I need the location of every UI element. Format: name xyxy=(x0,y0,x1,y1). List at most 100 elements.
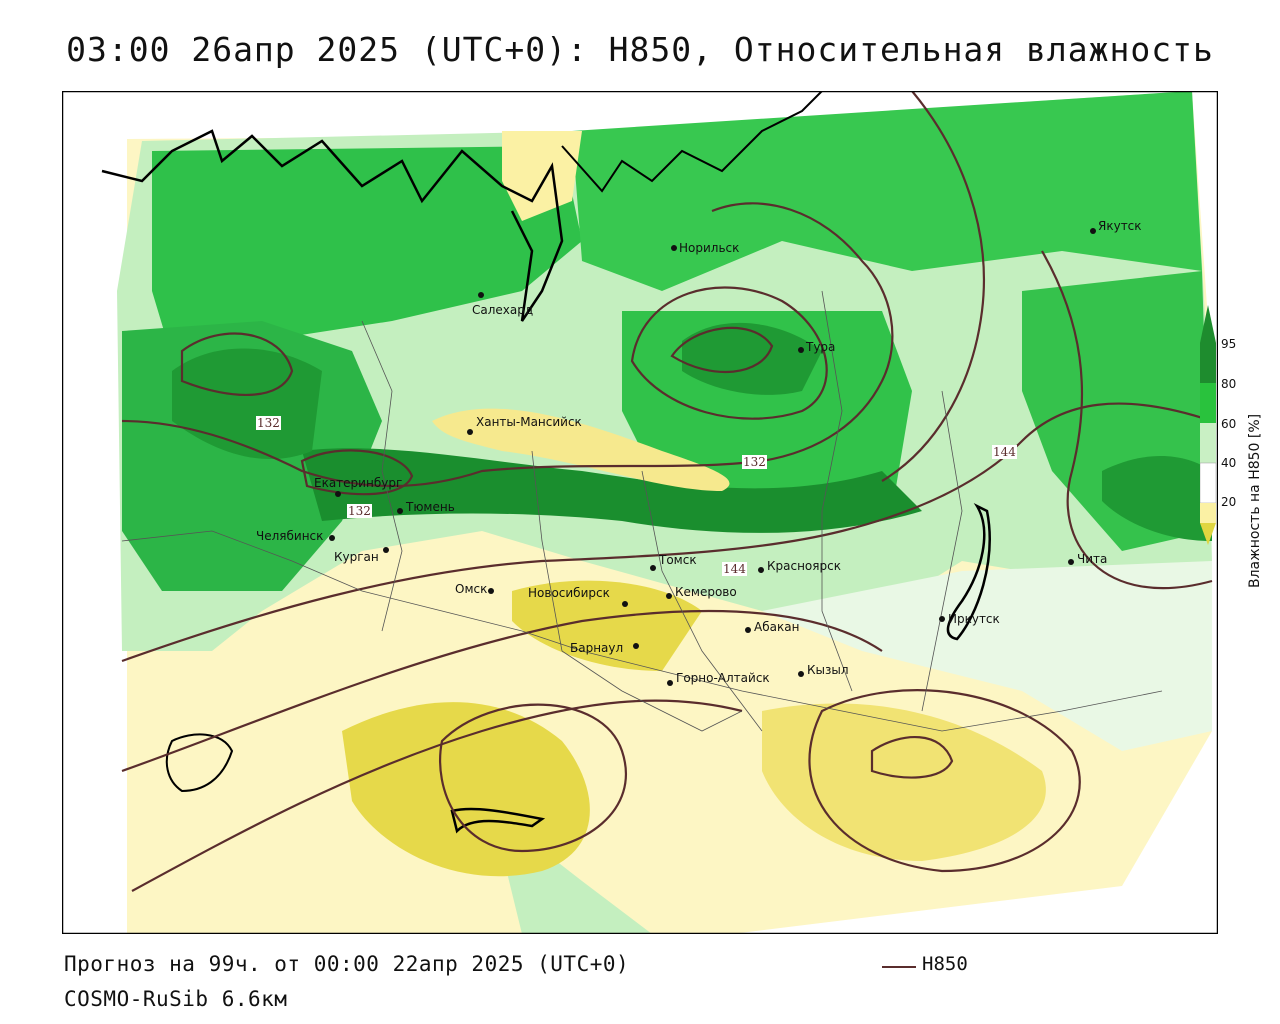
city-krasnoyarsk: Красноярск xyxy=(767,559,841,573)
city-dot-kyzyl xyxy=(798,671,804,677)
contour-arctic xyxy=(881,91,986,482)
light-green-south xyxy=(492,811,652,934)
colorbar-95 xyxy=(1200,343,1216,383)
colorbar-title: Влажность на H850 [%] xyxy=(1247,413,1263,588)
city-dot-chelyabinsk xyxy=(329,535,335,541)
city-dot-krasnoyarsk xyxy=(758,567,764,573)
border-2 xyxy=(361,320,403,632)
city-tura: Тура xyxy=(806,340,836,354)
contour-label-144-east: 144 xyxy=(992,445,1017,459)
dry-area-novosibirsk xyxy=(512,580,702,671)
city-salekhard: Салехард xyxy=(472,303,534,317)
contour-label-132-west: 132 xyxy=(256,416,281,430)
city-dot-chita xyxy=(1068,559,1074,565)
contour-label-144-center: 144 xyxy=(722,562,747,576)
city-dot-yakutsk xyxy=(1090,228,1096,234)
city-chelyabinsk: Челябинск xyxy=(256,529,324,543)
legend-h850-label: H850 xyxy=(922,953,968,975)
contour-tura-outer xyxy=(630,286,828,420)
contour-south-loop xyxy=(439,703,628,853)
city-norilsk: Норильск xyxy=(679,241,740,255)
contour-south-2 xyxy=(131,699,743,892)
coastline-taymyr xyxy=(561,91,823,193)
legend-contour-line xyxy=(882,966,916,968)
city-dot-kemerovo xyxy=(666,593,672,599)
border-3 xyxy=(531,450,563,652)
city-dot-tura xyxy=(798,347,804,353)
coastline-arctic xyxy=(101,129,564,322)
city-chita: Чита xyxy=(1077,552,1108,566)
colorbar-top-arrow xyxy=(1200,305,1216,343)
coastline-balkhash xyxy=(450,807,546,834)
dark-green-band xyxy=(302,448,922,533)
map-title: 03:00 26апр 2025 (UTC+0): H850, Относите… xyxy=(66,30,1214,69)
city-dot-gorno xyxy=(667,680,673,686)
colorbar-tick-80: 80 xyxy=(1221,377,1237,391)
city-dot-khanty xyxy=(467,429,473,435)
city-tyumen: Тюмень xyxy=(406,500,455,514)
city-omsk: Омск xyxy=(455,582,488,596)
city-kyzyl: Кызыл xyxy=(807,663,849,677)
forecast-info: Прогноз на 99ч. от 00:00 22апр 2025 (UTC… xyxy=(64,952,630,976)
colorbar-tick-60: 60 xyxy=(1221,417,1237,431)
city-kurgan: Курган xyxy=(334,550,379,564)
green-region-arctic xyxy=(572,91,1202,291)
colorbar-60 xyxy=(1200,423,1216,463)
contour-label-132-east: 132 xyxy=(742,455,767,469)
city-khanty: Ханты-Мансийск xyxy=(476,415,582,429)
contour-inner-tura xyxy=(670,326,774,374)
contour-south-1 xyxy=(121,609,883,773)
city-dot-omsk xyxy=(488,588,494,594)
city-tomsk: Томск xyxy=(659,553,697,567)
dry-area-south xyxy=(342,702,590,877)
humidity-colorbar xyxy=(1200,305,1216,545)
border-4 xyxy=(641,470,763,732)
city-ekaterinburg: Екатеринбург xyxy=(314,476,403,490)
map-frame xyxy=(62,91,1218,934)
city-irkutsk: Иркутск xyxy=(948,612,1000,626)
city-dot-kurgan xyxy=(383,547,389,553)
colorbar-20 xyxy=(1200,503,1216,523)
city-yakutsk: Якутск xyxy=(1098,219,1142,233)
city-dot-norilsk xyxy=(671,245,677,251)
model-name: COSMO-RuSib 6.6км xyxy=(64,987,288,1011)
contour-mongolia xyxy=(808,689,1081,873)
contour-132-main xyxy=(121,202,894,488)
city-dot-salekhard xyxy=(478,292,484,298)
city-gorno: Горно-Алтайск xyxy=(676,671,770,685)
border-7 xyxy=(561,650,743,732)
border-1 xyxy=(121,530,1163,732)
city-kemerovo: Кемерово xyxy=(675,585,737,599)
dark-green-west xyxy=(172,348,322,460)
colorbar-40 xyxy=(1200,462,1216,504)
contour-132-west xyxy=(180,332,294,396)
humidity-map xyxy=(62,91,1218,934)
city-dot-ekaterinburg xyxy=(335,491,341,497)
city-dot-barnaul xyxy=(633,643,639,649)
dry-area-arctic xyxy=(502,131,582,221)
city-dot-novosibirsk xyxy=(622,601,628,607)
city-dot-abakan xyxy=(745,627,751,633)
city-novosibirsk: Новосибирск xyxy=(528,586,610,600)
border-6 xyxy=(921,390,963,712)
colorbar-tick-40: 40 xyxy=(1221,456,1237,470)
colorbar-tick-20: 20 xyxy=(1221,495,1237,509)
city-dot-tyumen xyxy=(397,508,403,514)
regional-borders xyxy=(121,290,1163,732)
contour-label-132-ekb: 132 xyxy=(347,504,372,518)
coastline-black-sea xyxy=(165,733,234,793)
border-5 xyxy=(821,290,853,692)
city-dot-irkutsk xyxy=(939,616,945,622)
city-barnaul: Барнаул xyxy=(570,641,624,655)
dark-green-center xyxy=(682,322,822,395)
contour-mongolia-inner xyxy=(870,735,954,779)
colorbar-bottom-arrow xyxy=(1200,523,1216,545)
dark-green-east xyxy=(1102,456,1212,541)
city-abakan: Абакан xyxy=(754,620,800,634)
dry-area-khanty xyxy=(432,408,730,491)
colorbar-tick-95: 95 xyxy=(1221,337,1237,351)
city-dot-tomsk xyxy=(650,565,656,571)
colorbar-80 xyxy=(1200,383,1216,423)
coastline-baikal xyxy=(946,502,991,641)
contour-east xyxy=(1041,250,1213,590)
